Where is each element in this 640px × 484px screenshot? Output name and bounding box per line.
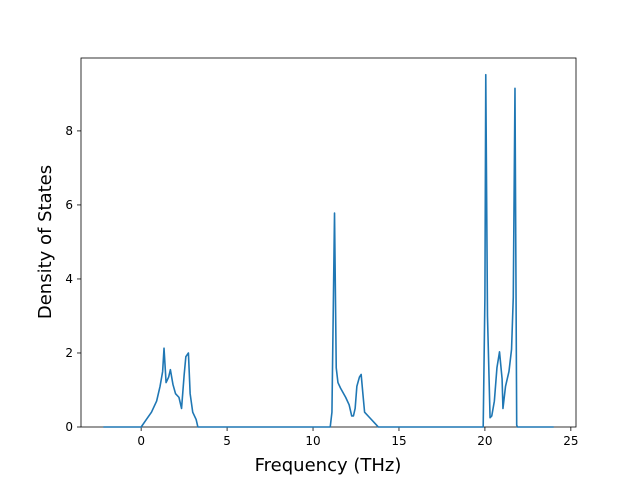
y-tick-label: 6 (65, 198, 73, 212)
x-tick-label: 5 (223, 434, 231, 448)
x-axis-label: Frequency (THz) (255, 455, 402, 476)
y-tick-label: 4 (65, 272, 73, 286)
x-tick-label: 25 (563, 434, 578, 448)
line (103, 73, 554, 428)
y-tick-label: 0 (65, 420, 73, 434)
y-tick-label: 2 (65, 346, 73, 360)
y-tick-label: 8 (65, 124, 73, 138)
x-tick-label: 10 (305, 434, 320, 448)
x-tick-label: 15 (391, 434, 406, 448)
x-tick-label: 20 (477, 434, 492, 448)
y-axis-label: Density of States (35, 165, 56, 319)
x-tick-label: 0 (137, 434, 145, 448)
